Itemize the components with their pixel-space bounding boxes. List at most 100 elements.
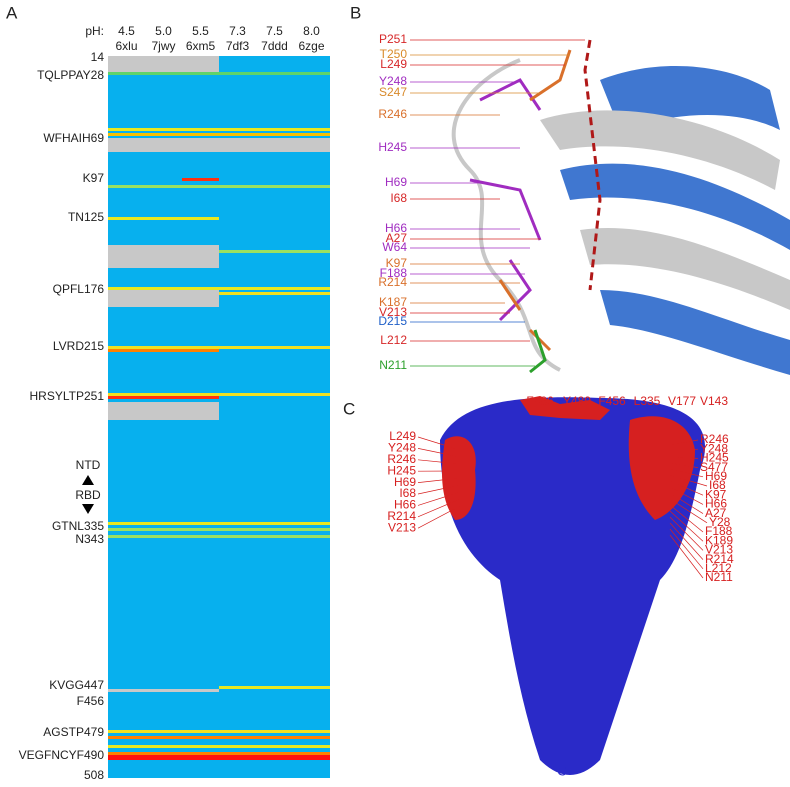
leader-line [669,456,699,459]
residue-label: T250 [380,47,408,61]
residue-label: D215 [378,314,407,328]
heat-band [108,349,219,352]
residue-label: V177 [668,394,696,408]
leader-line [669,468,704,478]
row-label: QPFL176 [53,282,105,296]
residue-label: L249 [389,429,416,443]
leader-line [669,528,704,570]
leader-line [669,516,704,551]
leader-line [417,448,461,458]
residue-label: I68 [390,191,407,205]
ph-label: pH: [85,24,104,38]
heat-band [108,755,330,760]
residue-label: L212 [380,333,407,347]
residue-label: L249 [380,57,407,71]
ph-value: 5.5 [192,24,209,38]
residue-label: H66 [394,498,416,512]
residue-label: A27 [705,506,727,520]
residue-label: S247 [379,85,407,99]
heat-band [219,292,330,295]
residue-label: F486 [526,394,554,408]
heat-band [108,287,330,290]
leader-line [417,436,461,451]
heat-band [108,535,330,538]
residue-label: K97 [705,487,727,501]
ph-value: 5.0 [155,24,172,38]
leader-line [669,462,699,468]
residue-label: R214 [705,552,734,566]
residue-label: H69 [394,475,416,489]
row-label: 14 [91,50,105,64]
residue-label: R246 [700,432,729,446]
row-label: VEGFNCYF490 [19,748,105,762]
residue-label: W64 [382,240,407,254]
row-label: K97 [83,171,105,185]
heat-band [182,178,219,181]
residue-label: H245 [378,140,407,154]
residue-label: F456 [598,394,626,408]
residue-label: A27 [386,231,408,245]
pdb-id: 6xlu [115,39,137,53]
residue-label: K189 [705,533,733,547]
residue-label: H69 [385,175,407,189]
residue-label: Y28 [709,515,731,529]
ph-value: 7.3 [229,24,246,38]
row-label: 508 [84,768,104,782]
residue-label: H66 [385,221,407,235]
leader-line [417,498,461,518]
ph-value: 4.5 [118,24,135,38]
arrow-down [82,504,94,514]
panel-letter: C [343,399,355,418]
residue-label: I68 [399,486,416,500]
protein-structure [451,39,790,375]
leader-line [669,474,708,487]
leader-line [417,459,461,465]
leader-line [669,534,704,579]
heat-band [108,56,219,75]
heat-band [108,752,330,757]
heat-band [108,185,330,188]
leader-line [669,486,704,505]
pdb-id: 7jwy [151,39,175,53]
panel-letter: A [6,3,18,22]
residue-label: R246 [387,452,416,466]
residue-label: Y248 [379,74,407,88]
residue-label: K97 [386,256,408,270]
leader-line [669,448,699,452]
residue-label: H245 [700,451,729,465]
residue-label: N211 [705,570,733,584]
arrow-up [82,475,94,485]
heat-band [219,686,330,689]
residue-label: Y248 [700,441,728,455]
residue-label: F188 [380,266,408,280]
row-label: AGSTP479 [43,725,104,739]
pdb-id: 7ddd [261,39,288,53]
residue-label: R214 [378,275,407,289]
leader-line [669,504,704,533]
heat-band [219,250,330,253]
residue-label: L335 [634,394,661,408]
row-label: TN125 [68,210,104,224]
heat-band [108,522,330,525]
heat-band [108,245,219,268]
highlight-patch [628,416,695,520]
row-label: GTNL335 [52,519,104,533]
residue-label: V213 [705,543,733,557]
residue-label: H66 [705,497,727,511]
residue-label: R246 [378,107,407,121]
residue-label: V213 [388,520,416,534]
heat-band [108,128,330,131]
heat-band [108,396,219,399]
domain-label: NTD [76,458,101,472]
residue-label: R214 [387,509,416,523]
residue-label: P251 [379,32,407,46]
heat-band [108,393,330,396]
ph-value: 8.0 [303,24,320,38]
heat-band [108,346,330,349]
pdb-id: 6zge [298,39,324,53]
terminus-label: C [557,763,567,779]
heat-band [108,528,330,531]
residue-label: I68 [709,478,726,492]
